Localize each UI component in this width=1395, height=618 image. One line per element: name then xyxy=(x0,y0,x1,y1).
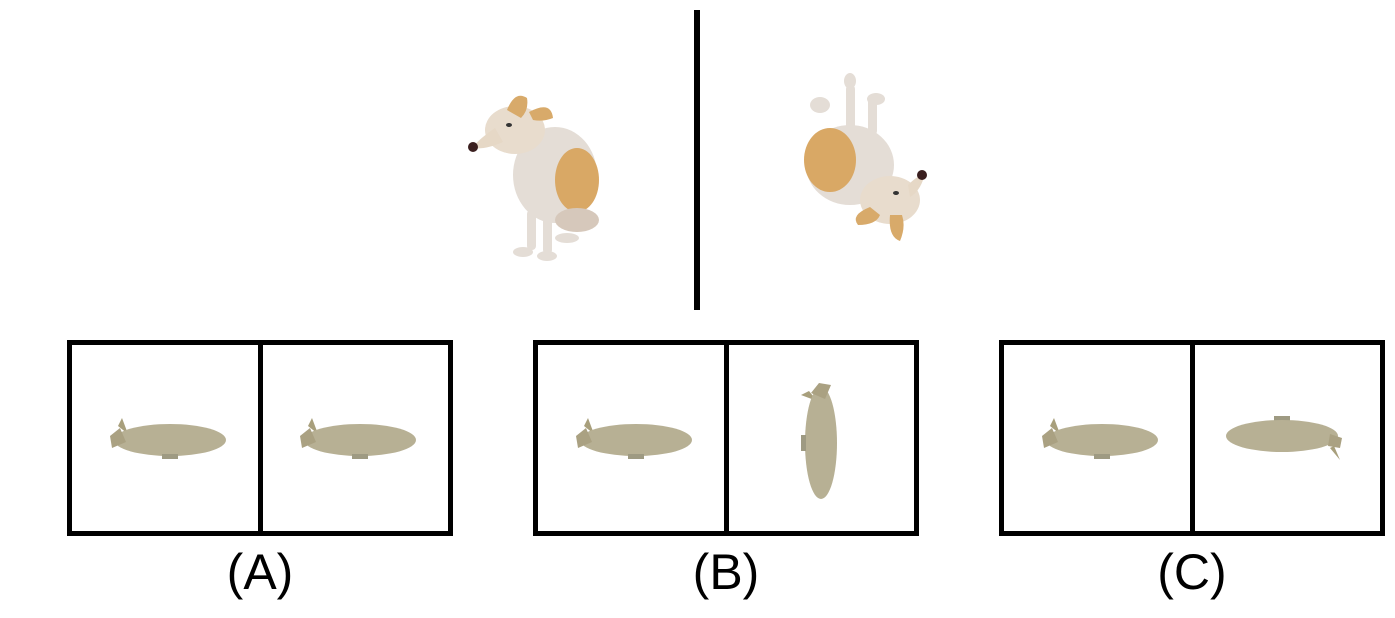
blimp-flipped-icon xyxy=(1226,416,1343,460)
option-c-label: (C) xyxy=(1157,544,1227,600)
blimp-icon xyxy=(1041,418,1158,459)
blimp-icon xyxy=(109,418,226,459)
option-c-left-cell xyxy=(1004,345,1190,531)
option-b-right-cell xyxy=(723,345,915,531)
dog-rotated-icon xyxy=(804,73,927,241)
option-a-right-cell xyxy=(257,345,449,531)
dog-upright-icon xyxy=(468,95,599,261)
blimp-vertical-icon xyxy=(801,383,838,499)
option-b-label: (B) xyxy=(692,544,760,600)
option-b-left-cell xyxy=(538,345,724,531)
blimp-icon xyxy=(300,418,417,459)
option-c-panel[interactable] xyxy=(999,340,1385,536)
option-a-panel[interactable] xyxy=(67,340,453,536)
center-divider xyxy=(694,10,700,310)
blimp-icon xyxy=(575,418,692,459)
option-a-left-cell xyxy=(72,345,258,531)
option-a-label: (A) xyxy=(226,544,294,600)
option-b-panel[interactable] xyxy=(533,340,919,536)
option-c-right-cell xyxy=(1189,345,1381,531)
